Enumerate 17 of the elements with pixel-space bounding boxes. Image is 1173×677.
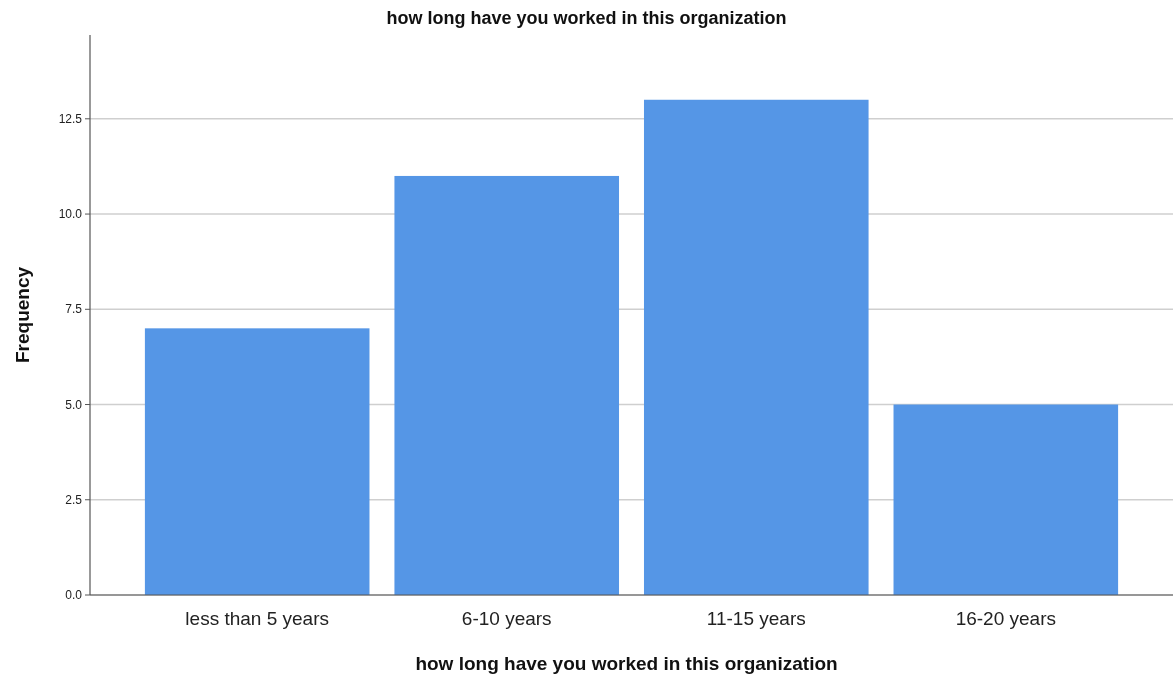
x-tick-label: 6-10 years	[461, 608, 552, 629]
bar	[893, 404, 1119, 595]
y-axis-title: Frequency	[12, 266, 33, 364]
y-tick-label: 10.0	[58, 207, 83, 222]
x-tick-label: less than 5 years	[185, 608, 330, 629]
x-axis-title: how long have you worked in this organization	[415, 653, 838, 674]
bar	[144, 328, 370, 595]
y-tick-label: 12.5	[58, 112, 83, 127]
y-tick-label: 2.5	[65, 492, 83, 507]
x-tick-label: 11-15 years	[706, 608, 806, 629]
bar	[643, 99, 869, 595]
y-tick-label: 0.0	[65, 588, 83, 603]
chart-title: how long have you worked in this organization	[386, 8, 787, 28]
bar	[394, 175, 620, 595]
y-tick-label: 7.5	[65, 302, 83, 317]
y-tick-label: 5.0	[65, 397, 83, 412]
x-tick-label: 16-20 years	[955, 608, 1056, 629]
